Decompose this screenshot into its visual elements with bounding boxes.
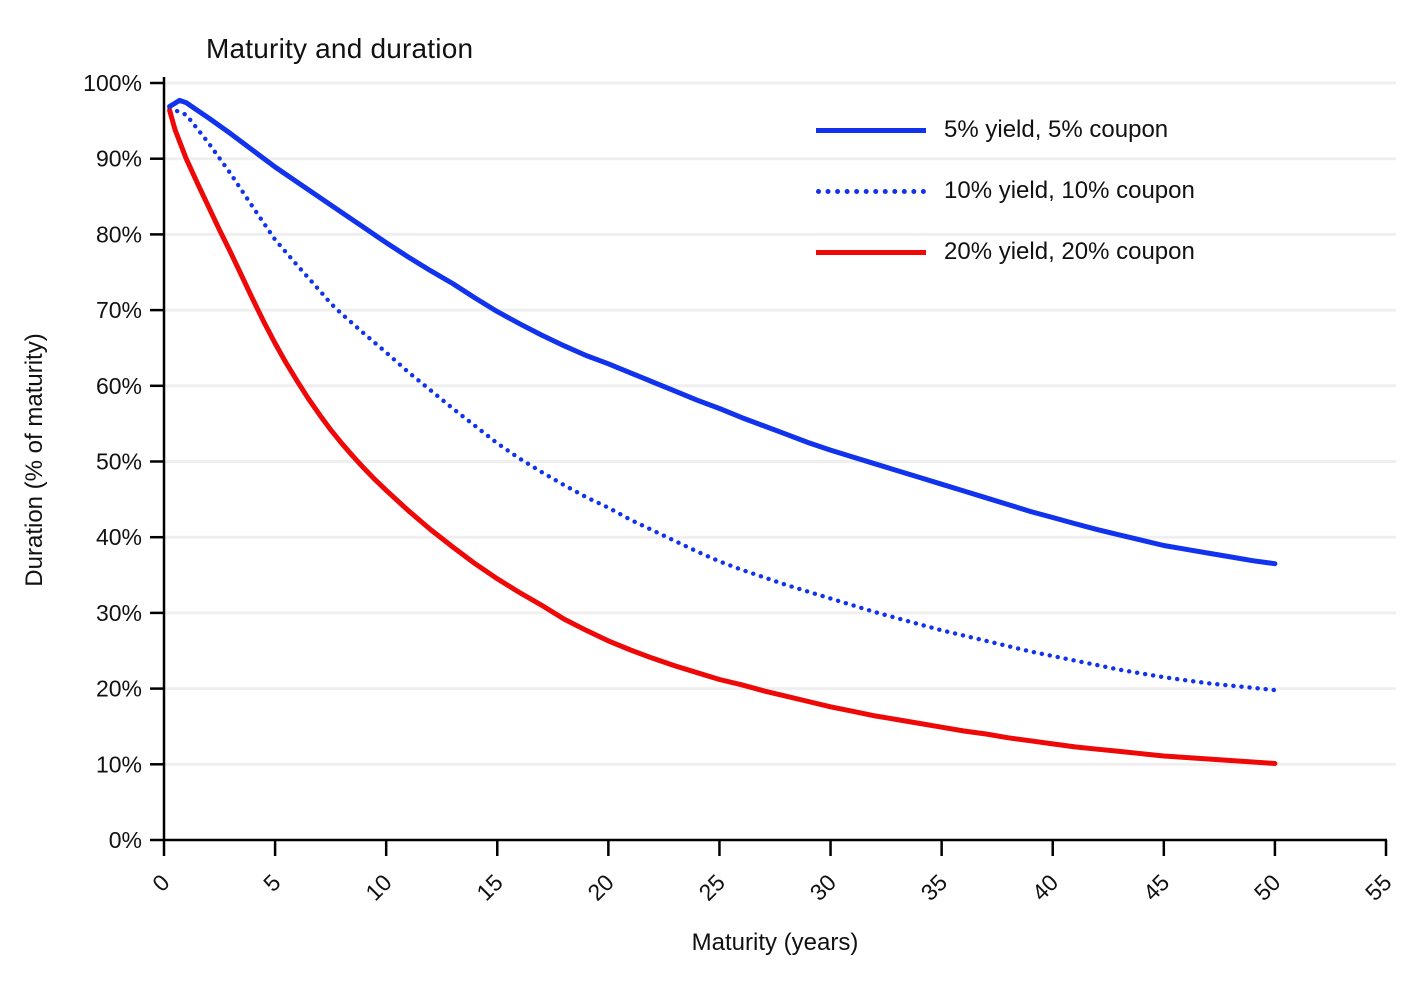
series-line-1 — [167, 105, 1278, 693]
chart-title: Maturity and duration — [206, 33, 474, 64]
y-tick-label-80: 80% — [96, 221, 142, 247]
x-tick-label-40: 40 — [1027, 869, 1063, 905]
y-tick-label-20: 20% — [96, 676, 142, 702]
x-tick-label-45: 45 — [1138, 869, 1174, 905]
x-tick-label-30: 30 — [805, 869, 841, 905]
series-line-0 — [167, 97, 1278, 567]
legend-label: 10% yield, 10% coupon — [944, 177, 1195, 204]
y-tick-label-70: 70% — [96, 297, 142, 323]
x-tick-label-0: 0 — [147, 869, 174, 896]
legend-row-solid-blue: 5% yield, 5% coupon — [816, 110, 1195, 150]
y-tick-label-60: 60% — [96, 373, 142, 399]
x-tick-label-25: 25 — [694, 869, 730, 905]
y-tick-label-30: 30% — [96, 600, 142, 626]
y-tick-label-10: 10% — [96, 751, 142, 777]
axes — [150, 77, 1388, 856]
x-tick-labels: 0 5 10 15 20 25 30 35 40 45 50 55 — [147, 869, 1396, 905]
x-tick-label-20: 20 — [582, 869, 618, 905]
y-tick-label-90: 90% — [96, 146, 142, 172]
x-tick-label-50: 50 — [1249, 869, 1285, 905]
y-tick-label-100: 100% — [83, 70, 142, 96]
y-tick-label-0: 0% — [109, 827, 142, 853]
legend-row-solid-red: 20% yield, 20% coupon — [816, 232, 1195, 272]
series-line-2 — [167, 107, 1278, 766]
legend-line-dotted-blue — [816, 188, 926, 194]
x-tick-label-35: 35 — [916, 869, 952, 905]
gridlines — [165, 81, 1396, 766]
legend: 5% yield, 5% coupon 10% yield, 10% coupo… — [816, 110, 1195, 293]
y-tick-label-50: 50% — [96, 449, 142, 475]
y-tick-label-40: 40% — [96, 524, 142, 550]
x-tick-label-10: 10 — [360, 869, 396, 905]
y-tick-labels: 0% 10% 20% 30% 40% 50% 60% 70% 80% 90% 100% — [83, 70, 142, 853]
x-tick-label-5: 5 — [258, 869, 285, 896]
x-tick-label-15: 15 — [471, 869, 507, 905]
legend-label: 20% yield, 20% coupon — [944, 238, 1195, 265]
x-tick-label-55: 55 — [1360, 869, 1396, 905]
legend-line-solid-blue — [816, 127, 926, 133]
x-axis-title: Maturity (years) — [692, 929, 859, 956]
legend-label: 5% yield, 5% coupon — [944, 116, 1169, 143]
legend-line-solid-red — [816, 249, 926, 255]
legend-row-dotted-blue: 10% yield, 10% coupon — [816, 171, 1195, 211]
y-axis-title: Duration (% of maturity) — [21, 333, 48, 586]
series-lines — [167, 97, 1278, 766]
